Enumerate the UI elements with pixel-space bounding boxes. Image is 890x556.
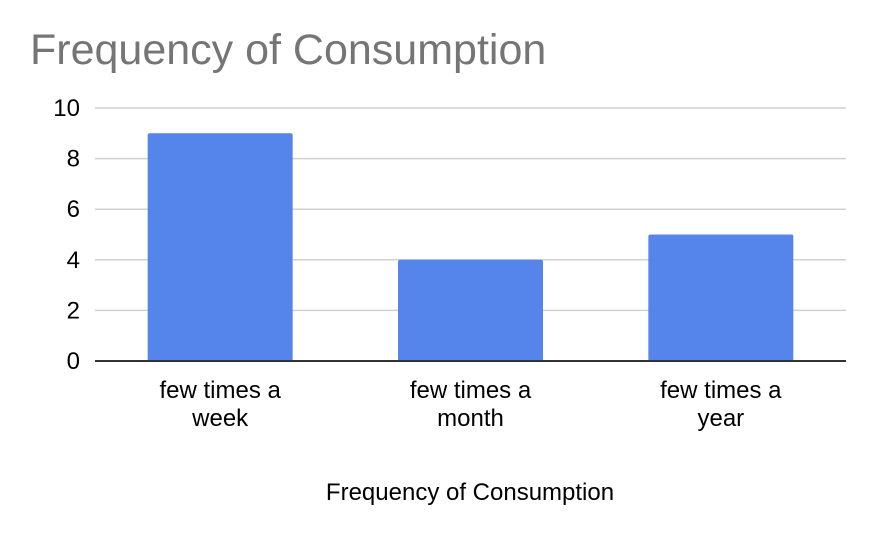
x-axis-title: Frequency of Consumption xyxy=(326,479,614,506)
bars xyxy=(147,133,794,361)
y-tick-label: 2 xyxy=(67,297,80,324)
bar xyxy=(648,234,794,361)
y-axis-ticks: 0 2 4 6 8 10 xyxy=(53,95,80,375)
y-tick-label: 6 xyxy=(67,196,80,223)
bar xyxy=(147,133,293,361)
x-category-label: few times a week xyxy=(159,377,281,432)
x-category-label: few times a month xyxy=(410,377,532,432)
y-tick-label: 8 xyxy=(67,146,80,173)
bar xyxy=(398,259,543,361)
x-axis-categories: few times a week few times a month few times… xyxy=(159,377,782,432)
y-tick-label: 0 xyxy=(67,348,80,375)
y-tick-label: 10 xyxy=(53,95,80,122)
chart-title: Frequency of Consumption xyxy=(30,26,546,74)
y-tick-label: 4 xyxy=(67,247,80,274)
x-category-label: few times a year xyxy=(660,377,782,432)
